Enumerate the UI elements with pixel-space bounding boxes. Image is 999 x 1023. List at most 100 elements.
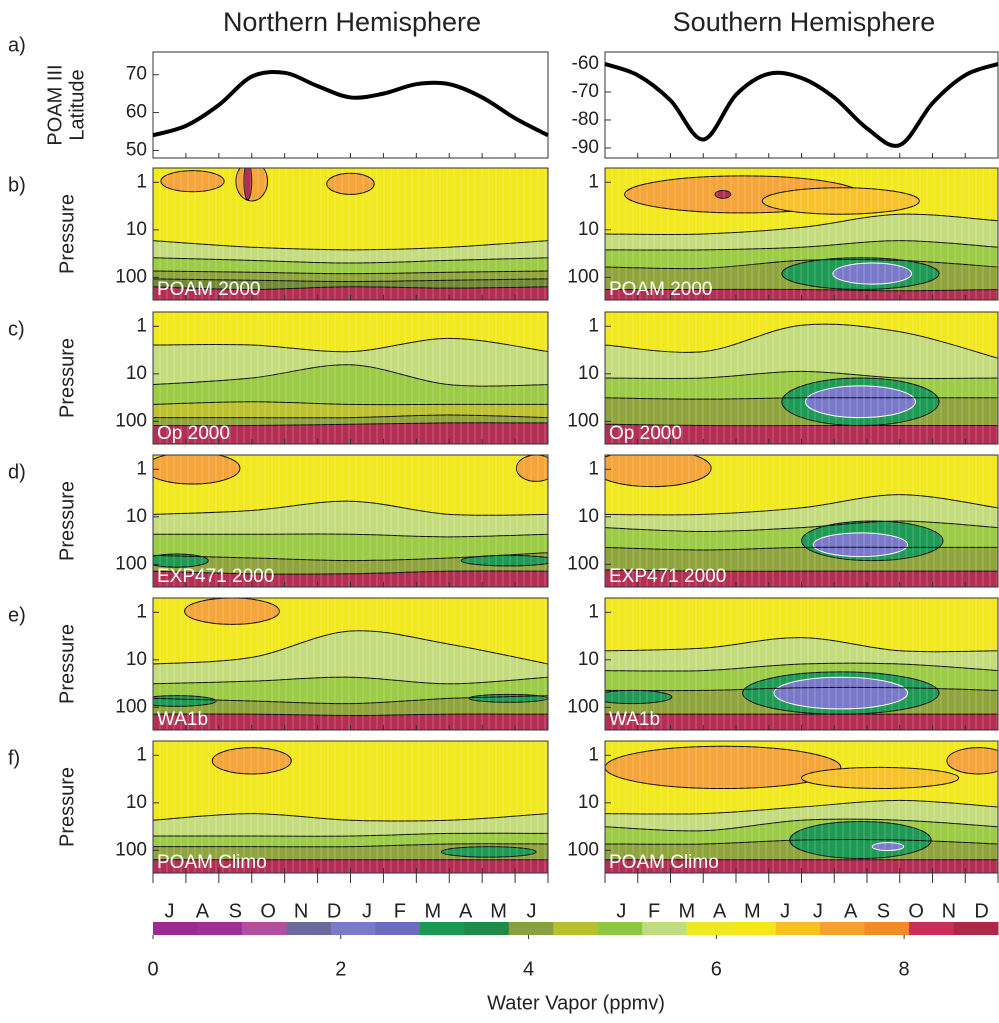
contour-line: [153, 364, 548, 387]
contour-line: [605, 569, 998, 572]
colorbar-segment: [508, 922, 554, 935]
panel-label: POAM 2000: [609, 279, 713, 300]
month-label: M: [490, 900, 507, 922]
colorbar-segment: [909, 922, 955, 935]
colorbar-segment: [686, 922, 732, 935]
colorbar-tick-label: 6: [711, 958, 722, 980]
contour-line: [605, 240, 998, 251]
plot-frame: [604, 51, 999, 159]
y-tick-label: 1: [136, 458, 147, 479]
panel-label: Op 2000: [157, 423, 230, 444]
y-axis-label: Pressure: [56, 194, 78, 274]
contour-line: [153, 278, 548, 283]
colorbar-segment: [597, 922, 643, 935]
contour-line: [605, 494, 998, 516]
contour-blob: [153, 455, 241, 485]
colorbar-segment: [286, 922, 332, 935]
contour-line: [153, 414, 548, 419]
month-label: D: [974, 900, 988, 922]
month-label: M: [679, 900, 696, 922]
contour-line: [153, 813, 548, 822]
y-tick-label: 10: [578, 363, 599, 384]
contour-blob: [243, 168, 253, 201]
panel-letter: a): [8, 34, 26, 56]
contour-line: [153, 533, 548, 538]
month-label: F: [394, 900, 406, 922]
contour-line: [153, 676, 548, 685]
y-tick-label: 10: [578, 219, 599, 240]
latitude-line: [152, 69, 549, 138]
panel-label: POAM 2000: [157, 279, 261, 300]
colorbar-segment: [775, 922, 821, 935]
month-label: M: [744, 900, 761, 922]
contour-blob: [153, 553, 209, 568]
y-tick-label: 50: [126, 139, 147, 160]
contour-line: [605, 662, 998, 672]
panel-letter: f): [8, 747, 20, 769]
colorbar-tick-label: 0: [147, 958, 158, 980]
y-tick-label: -80: [572, 109, 599, 130]
contour-blob: [605, 455, 712, 488]
y-axis-label: Pressure: [56, 481, 78, 561]
contour-line: [153, 500, 548, 516]
contour-line: [153, 240, 548, 251]
latitude-line: [604, 62, 999, 148]
colorbar-tick-label: 8: [899, 958, 910, 980]
contour-line: [605, 213, 998, 235]
month-label: S: [229, 900, 242, 922]
month-label: D: [327, 900, 341, 922]
y-tick-label: 100: [115, 839, 147, 860]
y-tick-label: 1: [588, 315, 599, 336]
month-label: J: [362, 900, 372, 922]
contour-blob: [773, 676, 909, 710]
contour-field: [153, 168, 548, 300]
contour-line: [605, 397, 998, 400]
y-tick-label: 1: [588, 171, 599, 192]
contour-field: [153, 312, 548, 444]
panel-label: Op 2000: [609, 423, 682, 444]
month-label: J: [616, 900, 626, 922]
contour-blob: [761, 187, 920, 215]
y-tick-label: 10: [126, 792, 147, 813]
contour-field: [153, 741, 548, 873]
y-tick-label: 1: [588, 744, 599, 765]
y-tick-label: 1: [136, 315, 147, 336]
contour-line: [153, 695, 548, 705]
panel-label: POAM Climo: [157, 852, 267, 873]
contour-blob: [211, 747, 292, 775]
colorbar-segment: [330, 922, 376, 935]
contour-blob: [871, 842, 905, 852]
contour-line: [605, 288, 998, 292]
y-tick-label: 1: [136, 601, 147, 622]
contour-line: [605, 799, 998, 815]
colorbar-segment: [553, 922, 599, 935]
colorbar-segment: [864, 922, 910, 935]
contour-line: [153, 257, 548, 264]
contour-line: [153, 832, 548, 837]
contour-line: [605, 258, 998, 270]
plot-frame: [152, 51, 549, 159]
colorbar-tick-label: 4: [523, 958, 534, 980]
contour-field: [605, 312, 998, 444]
contour-line: [605, 520, 998, 533]
contour-line: [605, 637, 998, 653]
colorbar-segment: [642, 922, 688, 935]
contour-blob: [801, 766, 960, 790]
panel-letter: b): [8, 174, 26, 196]
y-tick-label: 100: [567, 839, 599, 860]
month-label: S: [877, 900, 890, 922]
y-tick-label: 100: [567, 696, 599, 717]
y-tick-label: 100: [115, 266, 147, 287]
contour-line: [153, 713, 548, 716]
y-axis-label: Pressure: [56, 338, 78, 418]
contour-line: [153, 552, 548, 562]
month-label: J: [813, 900, 823, 922]
colorbar-tick-label: 2: [335, 958, 346, 980]
y-tick-label: 10: [126, 506, 147, 527]
y-tick-label: 10: [126, 219, 147, 240]
y-axis-label: Pressure: [56, 767, 78, 847]
y-tick-label: 10: [578, 506, 599, 527]
contour-line: [605, 323, 998, 359]
panel-letter: e): [8, 604, 26, 626]
colorbar-segment: [419, 922, 465, 935]
